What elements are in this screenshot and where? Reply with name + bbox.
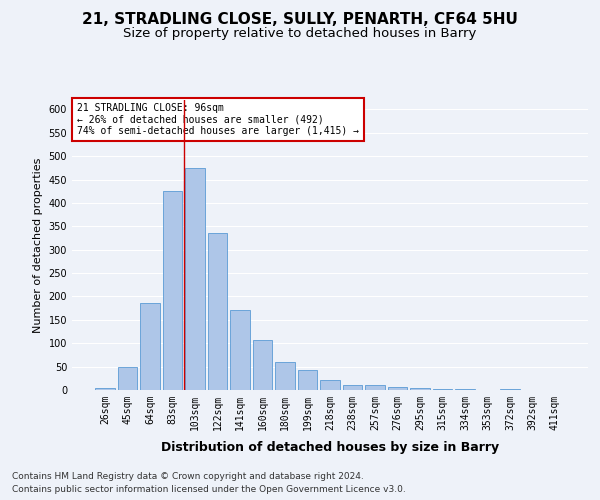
Text: Contains public sector information licensed under the Open Government Licence v3: Contains public sector information licen…	[12, 485, 406, 494]
Bar	[208, 234, 227, 390]
Bar	[320, 380, 340, 390]
Text: 21 STRADLING CLOSE: 96sqm
← 26% of detached houses are smaller (492)
74% of semi: 21 STRADLING CLOSE: 96sqm ← 26% of detac…	[77, 103, 359, 136]
Bar	[365, 386, 385, 390]
Bar	[410, 388, 430, 390]
Bar	[388, 386, 407, 390]
Text: 21, STRADLING CLOSE, SULLY, PENARTH, CF64 5HU: 21, STRADLING CLOSE, SULLY, PENARTH, CF6…	[82, 12, 518, 28]
Text: Size of property relative to detached houses in Barry: Size of property relative to detached ho…	[124, 28, 476, 40]
Bar	[275, 362, 295, 390]
Y-axis label: Number of detached properties: Number of detached properties	[33, 158, 43, 332]
Bar	[343, 386, 362, 390]
Bar	[455, 389, 475, 390]
Bar	[118, 366, 137, 390]
Bar	[95, 388, 115, 390]
Bar	[433, 388, 452, 390]
Bar	[163, 191, 182, 390]
Bar	[140, 304, 160, 390]
Text: Contains HM Land Registry data © Crown copyright and database right 2024.: Contains HM Land Registry data © Crown c…	[12, 472, 364, 481]
Bar	[253, 340, 272, 390]
Bar	[185, 168, 205, 390]
Bar	[500, 389, 520, 390]
Bar	[298, 370, 317, 390]
Bar	[230, 310, 250, 390]
Text: Distribution of detached houses by size in Barry: Distribution of detached houses by size …	[161, 441, 499, 454]
